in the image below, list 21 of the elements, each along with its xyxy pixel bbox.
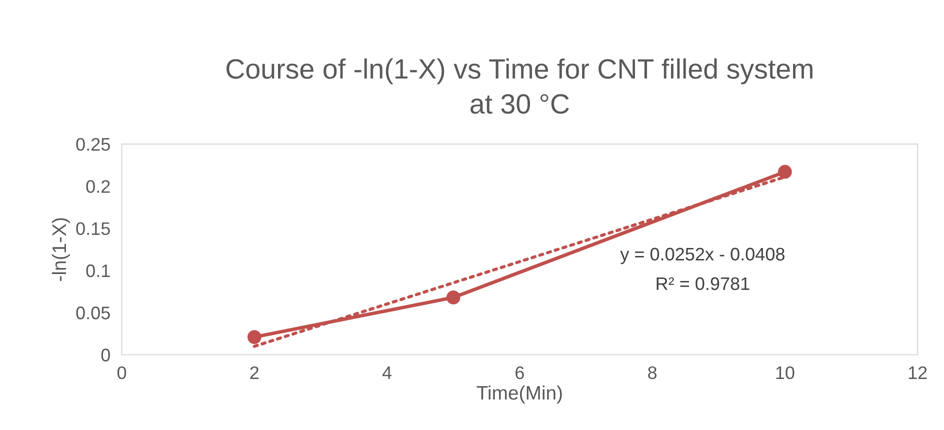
y-tick-label: 0.05: [76, 306, 110, 320]
x-tick-label: 4: [382, 366, 392, 379]
y-tick-label: 0.15: [76, 222, 110, 236]
annotation: R² = 0.9781: [656, 277, 750, 290]
x-tick-label: 12: [908, 366, 927, 379]
y-tick-label: 0: [101, 348, 110, 362]
y-axis-title: -ln(1-X): [52, 218, 70, 281]
x-tick-label: 8: [648, 366, 657, 380]
point: [446, 290, 460, 304]
y-tick-label: 0.1: [86, 264, 110, 278]
y-tick-label: 0.25: [76, 138, 110, 151]
x-tick-label: 2: [250, 366, 259, 379]
x-tick-label: 6: [516, 366, 524, 380]
x-axis-title: Time(Min): [476, 385, 562, 404]
point: [247, 330, 262, 344]
chart-title: Course of -ln(1-X) vs Time for CNT filled system at 30 °C: [226, 58, 812, 114]
point: [778, 164, 792, 179]
annotation: y = 0.0252x - 0.0408: [620, 248, 784, 264]
x-tick-label: 10: [776, 366, 794, 380]
x-tick-label: 0: [117, 366, 126, 380]
y-tick-label: 0.2: [86, 180, 110, 193]
